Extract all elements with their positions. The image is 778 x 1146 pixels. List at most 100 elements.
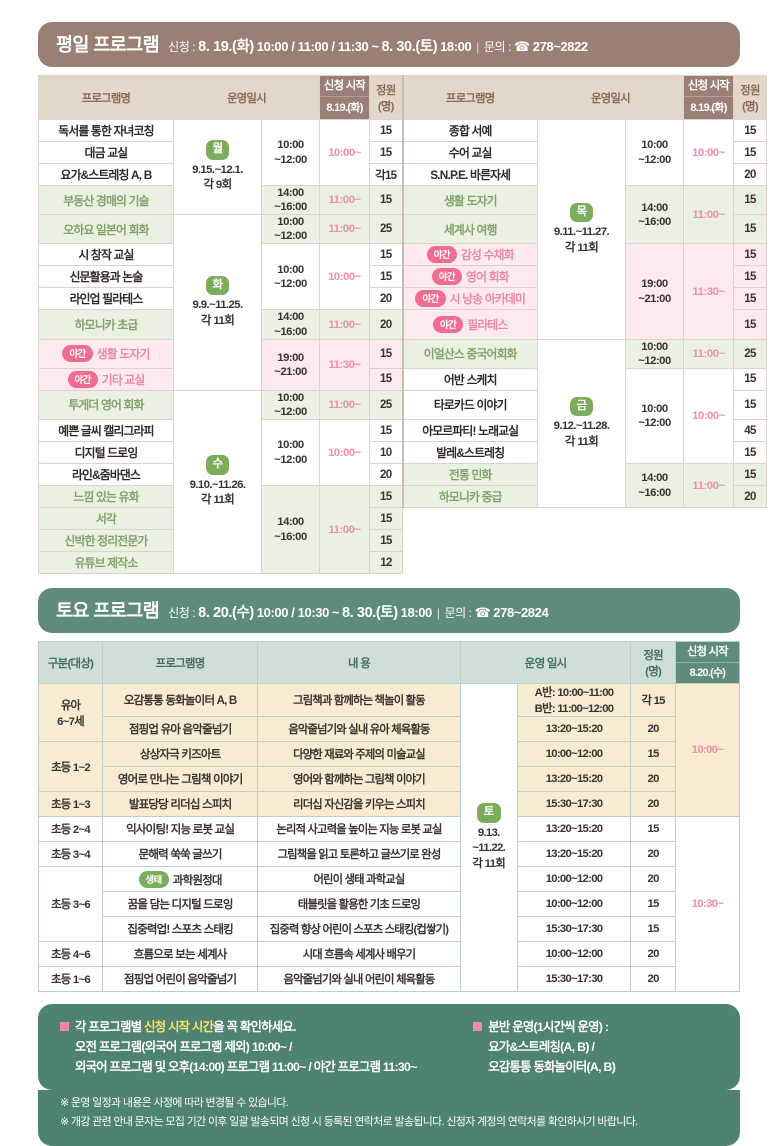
capacity-cell: 15 bbox=[369, 367, 403, 391]
capacity-cell: 20 bbox=[630, 766, 676, 793]
time-line: ~12:00 bbox=[274, 405, 307, 418]
program-name-cell: S.N.P.E. 바른자세 bbox=[401, 163, 538, 186]
program-name-cell: 부동산 경매의 기술 bbox=[38, 184, 174, 216]
program-name-text: 전통 민화 bbox=[448, 468, 492, 483]
table-row: 초등 3~6 생태 과학원정대 어린이 생태 과학교실 10:00~12:00 20 bbox=[37, 866, 740, 943]
target-group-cell: 초등 2~4 bbox=[37, 816, 104, 843]
night-badge: 야간 bbox=[433, 316, 464, 334]
footer-note-1: ※ 운영 일정과 내용은 사정에 따라 변경될 수 있습니다. bbox=[60, 1096, 289, 1109]
time-line: ~21:00 bbox=[638, 292, 671, 305]
th-apply-left: 신청 시작 8.19.(화) bbox=[319, 75, 370, 120]
capacity-cell: 25 bbox=[369, 389, 403, 421]
time-line: ~12:00 bbox=[638, 354, 671, 367]
time-line: ~12:00 bbox=[274, 453, 307, 466]
program-name-cell: 타로카드 이야기 bbox=[401, 389, 538, 421]
empty-cell bbox=[733, 551, 767, 574]
time-cell: 14:00 ~16:00 bbox=[261, 184, 320, 216]
session-count-text: 각 11회 bbox=[564, 435, 599, 448]
program-name-cell: 독서를 통한 자녀코칭 bbox=[38, 119, 174, 142]
program-name-text: 유튜브 제작소 bbox=[74, 556, 139, 571]
program-name-cell: 아모르파티! 노래교실 bbox=[401, 419, 538, 443]
target-line: 초등 1~2 bbox=[51, 761, 91, 774]
program-name-text: 부동산 경매의 기술 bbox=[63, 193, 149, 208]
table-row: 서각 15 bbox=[38, 507, 767, 531]
program-name-text: 투게더 영어 회화 bbox=[68, 398, 144, 413]
capacity-cell: 각 15 bbox=[630, 683, 676, 718]
time-line: ~12:00 bbox=[274, 153, 307, 166]
empty-cell bbox=[683, 551, 734, 574]
footer-left-head-highlight: 신청 시작 시간 bbox=[144, 1020, 214, 1035]
time-cell: 15:30~17:30 bbox=[516, 966, 632, 993]
empty-cell bbox=[683, 529, 734, 552]
program-name-cell: 야간 시 낭송 아카데미 bbox=[401, 287, 538, 311]
program-name-cell: 투게더 영어 회화 bbox=[38, 389, 174, 421]
target-group-cell: 초등 1~2 bbox=[37, 741, 104, 793]
time-line: 14:00 bbox=[641, 472, 668, 485]
table-row: 독서를 통한 자녀코칭 월 9.15.~12.1. 각 9회 10:00 ~12:00 10… bbox=[38, 118, 767, 340]
empty-cell bbox=[537, 529, 626, 552]
apply-start-cell: 11:00~ bbox=[683, 463, 734, 509]
table-row: 유튜브 제작소 12 bbox=[38, 551, 767, 575]
capacity-cell: 15 bbox=[369, 485, 403, 509]
time-cell: 10:00~12:00 bbox=[625, 119, 684, 186]
day-schedule-cell: 화 9.9.~11.25. 각 11회 bbox=[173, 214, 262, 391]
target-line: 초등 1~6 bbox=[51, 974, 91, 987]
program-name-text: 느낌 있는 유화 bbox=[73, 490, 139, 505]
night-badge: 야간 bbox=[426, 246, 457, 264]
program-schedule-page: 평일 프로그램 신청 : 8. 19.(화) 10:00 / 11:00 / 1… bbox=[37, 22, 767, 1146]
saturday-tilde: ~ bbox=[331, 605, 340, 621]
time-cell: 19:00 ~21:00 bbox=[625, 243, 684, 340]
capacity-cell: 15 bbox=[630, 816, 676, 843]
program-name-cell: 발레&스트레칭 bbox=[401, 441, 538, 465]
program-name-cell: 라인&줌바댄스 bbox=[38, 463, 174, 487]
time-cell: 15:30~17:30 bbox=[516, 916, 632, 943]
capacity-cell: 15 bbox=[630, 916, 676, 943]
empty-cell bbox=[625, 529, 684, 552]
period-text: 9.9.~11.25. bbox=[192, 299, 243, 312]
program-name-text: S.N.P.E. 바른자세 bbox=[430, 168, 511, 182]
capacity-cell: 20 bbox=[630, 941, 676, 968]
th-program-left: 프로그램명 bbox=[38, 75, 174, 120]
day-badge: 수 bbox=[205, 455, 230, 475]
time-line: 13:20~15:20 bbox=[545, 848, 603, 861]
empty-cell bbox=[625, 551, 684, 574]
program-name-text: 타로카드 이야기 bbox=[433, 398, 508, 413]
program-name-cell: 오하요 일본어 회화 bbox=[38, 214, 174, 245]
program-name-text: 시 낭송 아카데미 bbox=[449, 292, 526, 307]
footer-left-column: 각 프로그램별 신청 시작 시간을 꼭 확인하세요. 오전 프로그램(외국어 프… bbox=[60, 1018, 459, 1078]
saturday-divider: | bbox=[436, 606, 440, 621]
program-name-cell: 발표당당 리더십 스피치 bbox=[102, 791, 259, 818]
weekday-tilde: ~ bbox=[371, 39, 379, 54]
capacity-cell: 20 bbox=[630, 716, 676, 743]
th-sa-apply: 신청 시작 8.20.(수) bbox=[674, 641, 741, 685]
program-name-cell: 이얼산스 중국어회화 bbox=[401, 338, 538, 369]
capacity-cell: 20 bbox=[369, 287, 403, 311]
footer-note-2: ※ 개강 관련 안내 문자는 모집 기간 이후 일괄 발송되며 신청 시 등록된… bbox=[60, 1115, 638, 1128]
th-schedule-right: 운영일시 bbox=[537, 75, 684, 120]
program-name-cell: 예쁜 글씨 캘리그라피 bbox=[38, 419, 174, 443]
capacity-cell: 15 bbox=[369, 119, 403, 142]
table-row: 예쁜 글씨 캘리그라피 10:00 ~12:00 10:00~ 15 아모르파티! 노래교… bbox=[38, 419, 767, 487]
capacity-cell: 20 bbox=[369, 463, 403, 487]
day-badge: 화 bbox=[205, 275, 230, 296]
time-line: 10:00 bbox=[641, 340, 668, 353]
program-name-text: 라인&줌바댄스 bbox=[71, 468, 141, 483]
th-sa-apply-title: 신청 시작 bbox=[675, 642, 739, 664]
th-capacity-unit-right: (명) bbox=[742, 100, 759, 113]
saturday-apply-endtime: 18:00 bbox=[400, 605, 433, 621]
time-cell: 14:00 ~16:00 bbox=[625, 184, 684, 245]
capacity-cell: 20 bbox=[733, 485, 767, 509]
time-line: 10:00 bbox=[277, 216, 304, 229]
time-line: 10:00~12:00 bbox=[545, 873, 603, 886]
day-schedule-cell: 금 9.12.~11.28. 각 11회 bbox=[537, 338, 626, 509]
time-line: ~12:00 bbox=[638, 416, 671, 429]
capacity-cell: 15 bbox=[733, 243, 767, 267]
program-name-text: 시 창작 교실 bbox=[78, 248, 134, 263]
capacity-cell: 15 bbox=[733, 463, 767, 487]
program-name-cell: 흐름으로 보는 세계사 bbox=[102, 941, 259, 968]
program-name-text: 종합 서예 bbox=[448, 124, 492, 138]
th-sa-apply-date: 8.20.(수) bbox=[689, 667, 726, 680]
program-name-text: 세계사 여행 bbox=[443, 222, 498, 237]
time-line: ~16:00 bbox=[274, 325, 307, 338]
capacity-cell: 15 bbox=[733, 287, 767, 311]
